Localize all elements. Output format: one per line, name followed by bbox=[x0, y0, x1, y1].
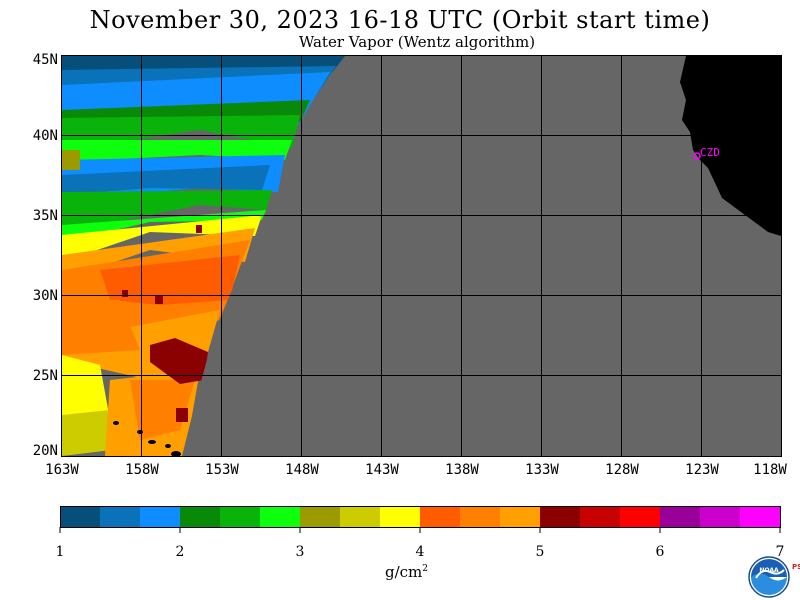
lon-label: 118W bbox=[753, 462, 787, 478]
colorbar-swatch bbox=[660, 507, 701, 527]
land-mass bbox=[680, 56, 781, 236]
colorbar-tick-label: 6 bbox=[655, 544, 665, 560]
station-label: CZD bbox=[700, 146, 720, 159]
lon-label: 158W bbox=[125, 462, 159, 478]
station-marker bbox=[693, 152, 701, 160]
page-title: November 30, 2023 16-18 UTC (Orbit start… bbox=[89, 6, 711, 34]
lat-label: 25N bbox=[32, 368, 58, 384]
colorbar-tick-label: 4 bbox=[415, 544, 425, 560]
colorbar-ticks bbox=[59, 527, 781, 533]
colorbar-tick-label: 2 bbox=[175, 544, 185, 560]
colorbar-swatch bbox=[220, 507, 261, 527]
colorbar-swatch bbox=[100, 507, 141, 527]
satellite-swath bbox=[62, 56, 781, 456]
logo-text: NOAA bbox=[759, 567, 779, 574]
colorbar-tick-label: 3 bbox=[295, 544, 305, 560]
colorbar-swatch bbox=[500, 507, 541, 527]
colorbar-tick-label: 5 bbox=[535, 544, 545, 560]
lat-label: 40N bbox=[32, 128, 58, 144]
lat-label: 45N bbox=[32, 52, 58, 68]
lon-label: 143W bbox=[365, 462, 399, 478]
colorbar-swatch bbox=[180, 507, 221, 527]
colorbar-swatch bbox=[740, 507, 781, 527]
colorbar-unit: g/cm2 bbox=[385, 563, 428, 581]
lon-label: 148W bbox=[285, 462, 319, 478]
psl-logo: PSL bbox=[792, 563, 800, 571]
colorbar-swatch bbox=[700, 507, 741, 527]
lon-label: 128W bbox=[605, 462, 639, 478]
colorbar-swatch bbox=[260, 507, 301, 527]
lon-label: 153W bbox=[205, 462, 239, 478]
unit-base: g/cm bbox=[385, 563, 423, 581]
lat-label: 20N bbox=[32, 443, 58, 459]
page-subtitle: Water Vapor (Wentz algorithm) bbox=[298, 33, 536, 51]
lon-label: 138W bbox=[445, 462, 479, 478]
lon-label: 123W bbox=[685, 462, 719, 478]
lat-label: 30N bbox=[32, 288, 58, 304]
lat-label: 35N bbox=[32, 208, 58, 224]
colorbar-swatch bbox=[420, 507, 461, 527]
map-grid bbox=[62, 56, 781, 456]
colorbar-swatch bbox=[540, 507, 581, 527]
lon-label: 133W bbox=[525, 462, 559, 478]
colorbar-tick-label: 1 bbox=[55, 544, 65, 560]
colorbar bbox=[60, 507, 781, 527]
colorbar-swatch bbox=[460, 507, 501, 527]
map-frame bbox=[61, 55, 782, 457]
colorbar-swatch bbox=[300, 507, 341, 527]
colorbar-swatch bbox=[620, 507, 661, 527]
colorbar-swatch bbox=[380, 507, 421, 527]
noaa-logo: NOAA bbox=[748, 556, 790, 598]
unit-exponent: 2 bbox=[422, 564, 429, 574]
colorbar-swatch bbox=[60, 507, 101, 527]
colorbar-swatch bbox=[140, 507, 181, 527]
lon-label: 163W bbox=[45, 462, 79, 478]
colorbar-swatch bbox=[340, 507, 381, 527]
colorbar-swatch bbox=[580, 507, 621, 527]
colorbar-tick-label: 7 bbox=[775, 544, 785, 560]
